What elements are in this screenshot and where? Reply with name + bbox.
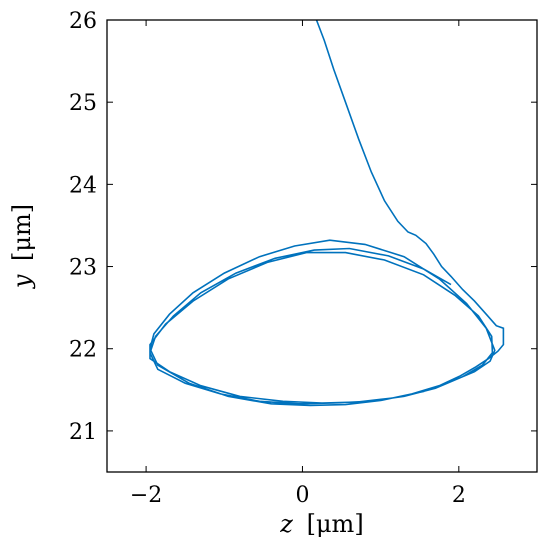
y-tick-label: 26 (69, 9, 97, 34)
x-axis-variable: z (279, 510, 293, 538)
y-tick-label: 25 (69, 91, 97, 116)
y-tick-label: 22 (69, 338, 97, 363)
x-axis-unit: [μm] (307, 510, 364, 538)
y-tick-label: 23 (69, 256, 97, 281)
x-tick-label: 2 (452, 483, 466, 508)
y-axis-label: y [μm] (8, 204, 36, 289)
series-line-trajectory (149, 19, 505, 407)
y-axis-unit: [μm] (8, 204, 36, 261)
x-tick-label: −2 (130, 483, 162, 508)
x-tick-label: 0 (295, 483, 309, 508)
x-axis-label: z [μm] (279, 510, 363, 538)
y-axis-variable: y (8, 274, 36, 289)
axis-ticks: −2 0 2 21 22 23 24 25 26 (69, 9, 537, 508)
y-tick-label: 24 (69, 173, 97, 198)
y-tick-label: 21 (69, 420, 97, 445)
plot-frame (106, 19, 538, 473)
